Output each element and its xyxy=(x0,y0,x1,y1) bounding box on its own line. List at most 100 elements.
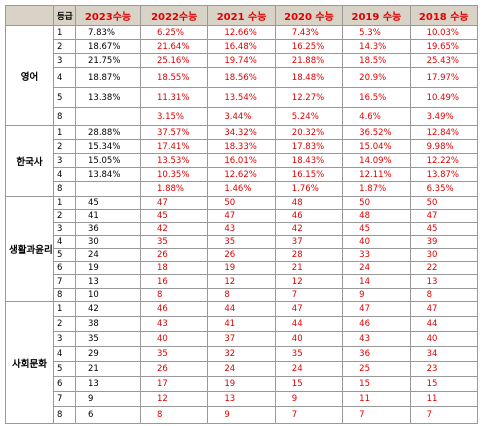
data-row: 2 41 45 47 46 48 47 xyxy=(6,209,479,223)
data-row: 2 18.67% 21.64% 16.48% 16.25% 14.3% 19.65% xyxy=(6,39,479,54)
value-cell: 30 xyxy=(409,248,479,262)
grade-cell: 4 xyxy=(53,167,76,182)
grade-cell: 5 xyxy=(53,248,76,262)
value-cell: 10.03% xyxy=(409,25,479,40)
value-cell: 19.74% xyxy=(207,53,276,68)
value-cell: 17.97% xyxy=(409,67,479,88)
value-cell: 19 xyxy=(207,261,276,275)
value-cell: 12 xyxy=(207,274,276,289)
value-cell: 26 xyxy=(139,248,209,262)
value-cell: 11 xyxy=(342,391,411,407)
value-cell: 15.05% xyxy=(75,153,141,168)
value-cell: 21.64% xyxy=(139,39,209,54)
data-row: 생활과윤리 1 45 47 50 48 50 50 xyxy=(5,196,479,302)
value-cell: 35 xyxy=(274,346,344,362)
header-cell: 2019 수능 xyxy=(342,5,411,26)
value-cell: 24 xyxy=(274,361,344,377)
data-row: 3 21.75% 25.16% 19.74% 21.88% 18.5% 25.43% xyxy=(6,53,479,68)
data-row: 3 15.05% 13.53% 16.01% 18.43% 14.09% 12.22% xyxy=(6,153,479,168)
grade-cell: 2 xyxy=(53,316,76,332)
value-cell: 15.04% xyxy=(342,139,411,154)
value-cell: 1.46% xyxy=(207,181,276,197)
value-cell: 13 xyxy=(409,274,479,289)
data-row: 5 13.38% 11.31% 13.54% 12.27% 16.5% 10.49% xyxy=(6,87,479,108)
value-cell: 16.01% xyxy=(207,153,276,168)
grade-cell: 7 xyxy=(53,274,76,289)
value-cell: 7.83% xyxy=(75,25,141,40)
value-cell: 41 xyxy=(75,209,141,223)
value-cell: 35 xyxy=(139,346,209,362)
value-cell: 38 xyxy=(75,316,141,332)
value-cell: 22 xyxy=(409,261,479,275)
value-cell: 36.52% xyxy=(342,125,411,140)
value-cell: 41 xyxy=(207,316,276,332)
value-cell: 46 xyxy=(139,301,209,317)
value-cell: 8 xyxy=(139,288,209,302)
value-cell: 21 xyxy=(75,361,141,377)
value-cell: 50 xyxy=(342,196,411,210)
value-cell: 32 xyxy=(207,346,276,362)
value-cell: 7 xyxy=(274,406,344,424)
value-cell: 47 xyxy=(409,301,479,317)
value-cell: 21.75% xyxy=(75,53,141,68)
value-cell: 47 xyxy=(207,209,276,223)
header-cell: 등급 xyxy=(53,5,76,26)
value-cell: 26 xyxy=(139,361,209,377)
empty-cell xyxy=(75,107,141,126)
value-cell: 15 xyxy=(274,376,344,392)
value-cell: 34 xyxy=(409,346,479,362)
data-row: 5 21 26 24 24 25 23 xyxy=(6,361,479,377)
value-cell: 44 xyxy=(207,301,276,317)
grade-cell: 3 xyxy=(53,222,76,236)
data-row: 사회문화 1 42 46 44 47 47 47 xyxy=(5,301,479,424)
value-cell: 18.87% xyxy=(75,67,141,88)
value-cell: 45 xyxy=(409,222,479,236)
value-cell: 25 xyxy=(342,361,411,377)
value-cell: 15.34% xyxy=(75,139,141,154)
grade-cell: 4 xyxy=(53,346,76,362)
value-cell: 40 xyxy=(342,235,411,249)
value-cell: 30 xyxy=(75,235,141,249)
value-cell: 36 xyxy=(75,222,141,236)
data-row: 4 29 35 32 35 36 34 xyxy=(6,346,479,362)
value-cell: 8 xyxy=(139,406,209,424)
value-cell: 28.88% xyxy=(75,125,141,140)
value-cell: 6 xyxy=(75,406,141,424)
grade-cell: 3 xyxy=(53,331,76,347)
value-cell: 13 xyxy=(207,391,276,407)
value-cell: 3.15% xyxy=(139,107,209,126)
value-cell: 9.98% xyxy=(409,139,479,154)
value-cell: 37 xyxy=(274,235,344,249)
value-cell: 9 xyxy=(75,391,141,407)
value-cell: 17.41% xyxy=(139,139,209,154)
value-cell: 18.55% xyxy=(139,67,209,88)
grade-cell: 1 xyxy=(53,125,76,140)
grade-cell: 1 xyxy=(53,301,76,317)
value-cell: 11.31% xyxy=(139,87,209,108)
value-cell: 24 xyxy=(75,248,141,262)
value-cell: 12.22% xyxy=(409,153,479,168)
value-cell: 13.87% xyxy=(409,167,479,182)
data-row: 5 24 26 26 28 33 30 xyxy=(6,248,479,262)
value-cell: 7 xyxy=(342,406,411,424)
value-cell: 13.38% xyxy=(75,87,141,108)
value-cell: 12 xyxy=(139,391,209,407)
group-name: 생활과윤리 xyxy=(5,196,54,302)
value-cell: 4.6% xyxy=(342,107,411,126)
value-cell: 15 xyxy=(342,376,411,392)
grade-cell: 6 xyxy=(53,376,76,392)
value-cell: 37.57% xyxy=(139,125,209,140)
value-cell: 12.27% xyxy=(274,87,344,108)
value-cell: 7 xyxy=(409,406,479,424)
value-cell: 18.48% xyxy=(274,67,344,88)
value-cell: 34.32% xyxy=(207,125,276,140)
value-cell: 35 xyxy=(75,331,141,347)
value-cell: 43 xyxy=(342,331,411,347)
value-cell: 23 xyxy=(409,361,479,377)
value-cell: 48 xyxy=(274,196,344,210)
value-cell: 29 xyxy=(75,346,141,362)
value-cell: 13 xyxy=(75,376,141,392)
value-cell: 43 xyxy=(207,222,276,236)
value-cell: 44 xyxy=(409,316,479,332)
